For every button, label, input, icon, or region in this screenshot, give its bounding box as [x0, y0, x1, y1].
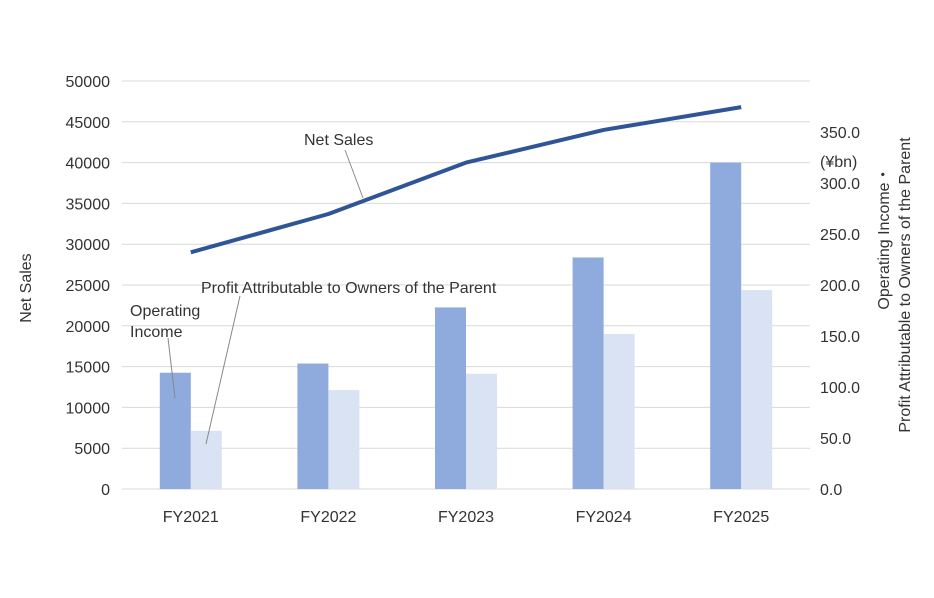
right-tick-label: 100.0 [820, 380, 860, 397]
x-tick-label: FY2022 [300, 509, 356, 526]
operating-annotation-line2: Income [130, 324, 183, 341]
profit-bar [603, 333, 635, 489]
x-tick-label: FY2025 [713, 509, 769, 526]
left-axis-title: Net Sales [18, 253, 35, 322]
right-tick-label: 50.0 [820, 431, 851, 448]
right-tick-label: 300.0 [820, 176, 860, 193]
left-tick-label: 35000 [66, 196, 111, 213]
left-tick-label: 20000 [66, 319, 111, 336]
left-tick-label: 50000 [66, 74, 111, 91]
operating-income-bar [710, 162, 742, 489]
left-axis-ticks: 0 5000 10000 15000 20000 25000 30000 35000 40000… [66, 74, 111, 499]
left-tick-label: 10000 [66, 400, 111, 417]
profit-leader-line [205, 295, 241, 445]
operating-income-bar [159, 372, 191, 489]
net-sales-line-group [190, 105, 742, 255]
operating-income-bar [435, 307, 466, 489]
right-axis-title-line1: Operating Income・ [876, 166, 893, 309]
left-tick-label: 45000 [66, 115, 111, 132]
x-tick-label: FY2023 [438, 509, 494, 526]
right-tick-label: 0.0 [820, 482, 842, 499]
operating-income-bar [297, 363, 329, 489]
right-tick-label: 150.0 [820, 329, 860, 346]
right-axis-ticks: 0.0 50.0 100.0 150.0 200.0 250.0 300.0 350.0 [820, 125, 860, 499]
operating-income-bar [572, 257, 604, 489]
profit-bar [328, 390, 360, 489]
left-tick-label: 30000 [66, 237, 111, 254]
net-sales-line [190, 105, 742, 255]
right-tick-label: 250.0 [820, 227, 860, 244]
net-sales-annotation: Net Sales [304, 132, 373, 149]
operating-annotation-line1: Operating [130, 303, 200, 320]
right-axis-unit: (¥bn) [820, 154, 857, 171]
operating-leader-line [167, 337, 176, 399]
net-sales-leader-line [344, 149, 364, 199]
bars [159, 162, 773, 489]
x-tick-label: FY2021 [163, 509, 219, 526]
profit-annotation: Profit Attributable to Owners of the Par… [201, 280, 497, 297]
right-axis-title-line2: Profit Attributable to Owners of the Par… [897, 137, 914, 433]
profit-bar [741, 290, 773, 489]
left-tick-label: 5000 [74, 441, 110, 458]
left-tick-label: 40000 [66, 156, 111, 173]
right-tick-label: 200.0 [820, 278, 860, 295]
x-tick-label: FY2024 [576, 509, 632, 526]
left-tick-label: 25000 [66, 278, 111, 295]
profit-bar [190, 430, 222, 489]
profit-bar [466, 373, 497, 489]
right-tick-label: 350.0 [820, 125, 860, 142]
x-axis-ticks: FY2021 FY2022 FY2023 FY2024 FY2025 [163, 509, 770, 526]
left-tick-label: 0 [101, 482, 110, 499]
left-tick-label: 15000 [66, 360, 111, 377]
